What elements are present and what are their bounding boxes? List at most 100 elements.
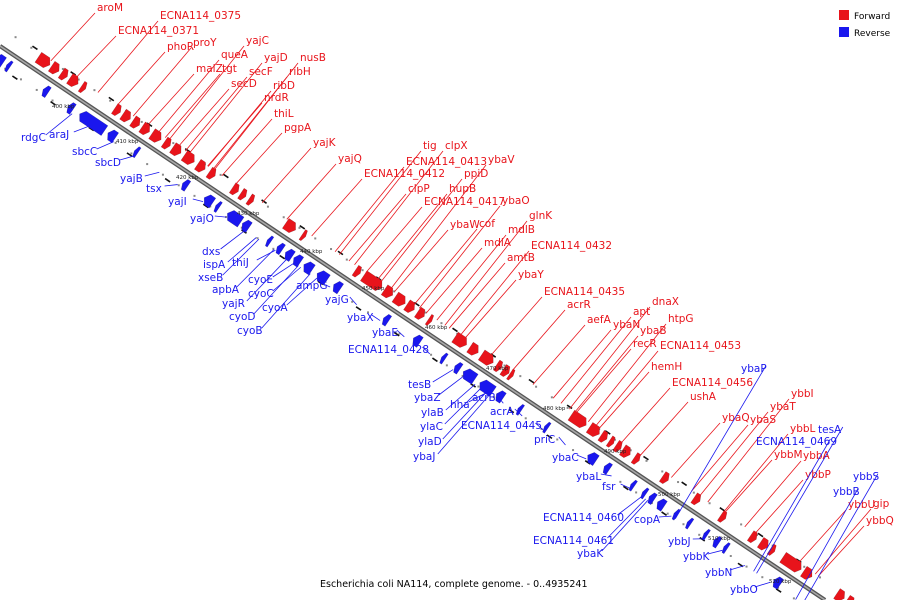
forward-gene-label: recR — [633, 338, 657, 350]
reverse-leader-line — [349, 296, 357, 306]
reverse-leader-line — [558, 436, 566, 446]
forward-gene-label: queA — [221, 49, 249, 61]
forward-gene-label: hemH — [651, 361, 682, 373]
forward-gene — [567, 409, 587, 429]
track-tick — [643, 455, 649, 461]
reverse-gene — [671, 508, 681, 521]
forward-leader-line — [261, 147, 312, 204]
forward-gene — [148, 128, 162, 143]
reverse-gene — [332, 281, 344, 295]
forward-gene-label: htpG — [668, 313, 694, 325]
reverse-leader-line — [607, 498, 647, 539]
reverse-gene-label: ybbO — [730, 584, 758, 596]
tick-label: 520 kbp — [769, 579, 792, 585]
track-dot — [698, 533, 701, 536]
track-dot — [393, 290, 396, 293]
forward-gene-label: clpX — [445, 140, 468, 152]
forward-gene-label: ECNA114_0371 — [118, 25, 199, 37]
track-dot — [93, 89, 96, 92]
track-dot — [351, 300, 354, 303]
forward-gene-label: pgpA — [284, 122, 312, 134]
forward-leader-line — [339, 150, 422, 255]
reverse-leader-line — [246, 258, 288, 302]
reverse-gene — [107, 129, 119, 144]
forward-gene-label: malZ — [196, 63, 223, 75]
reverse-gene — [265, 235, 275, 248]
forward-gene-label: yajK — [313, 137, 337, 149]
forward-gene-label: ECNA114_0456 — [672, 377, 753, 389]
reverse-leader-line — [496, 394, 504, 404]
track-dot — [635, 491, 638, 494]
forward-gene — [630, 452, 641, 465]
forward-leader-line — [575, 348, 632, 414]
track-dot — [677, 481, 680, 484]
reverse-leader-line — [253, 265, 299, 315]
forward-gene-label: gip — [873, 498, 890, 510]
forward-gene-label: ybaY — [518, 269, 544, 281]
forward-gene — [119, 108, 131, 123]
track-dot — [266, 205, 269, 208]
forward-leader-line — [426, 247, 483, 314]
forward-gene — [47, 60, 60, 75]
reverse-gene-label: hha — [450, 399, 470, 411]
reverse-gene — [712, 535, 723, 549]
forward-leader-line — [50, 12, 96, 62]
forward-leader-line — [311, 178, 363, 237]
reverse-leader-line — [422, 346, 431, 355]
forward-gene-label: ECNA114_0375 — [160, 10, 241, 22]
forward-gene — [605, 435, 616, 448]
forward-leader-line — [178, 88, 230, 147]
track-tick — [222, 173, 229, 179]
reverse-gene-label: cyoE — [248, 274, 273, 286]
track-dot — [282, 216, 285, 219]
track-dot — [740, 523, 743, 526]
reverse-gene — [656, 498, 668, 512]
track-tick — [299, 224, 306, 230]
track-dot — [330, 248, 333, 251]
track-tick — [719, 507, 726, 512]
track-dot — [172, 142, 175, 145]
reverse-leader-line — [576, 454, 587, 460]
forward-gene-label: ybaT — [770, 401, 796, 413]
tick-label: 480 kbp — [543, 406, 566, 412]
track-dot — [35, 88, 38, 91]
track-tick — [11, 75, 18, 81]
track-dot — [161, 173, 164, 176]
reverse-leader-line — [214, 215, 227, 218]
forward-leader-line — [354, 150, 444, 266]
forward-gene — [506, 368, 516, 381]
reverse-gene-label: cyoD — [229, 311, 256, 323]
track-dot — [314, 237, 317, 240]
forward-leader-line — [671, 422, 721, 478]
forward-leader-line — [798, 509, 847, 564]
track-dot — [619, 480, 622, 483]
forward-gene-label: acrR — [567, 299, 591, 311]
reverse-gene-label: apbA — [212, 284, 240, 296]
reverse-gene — [66, 102, 77, 115]
reverse-gene-label: thiJ — [232, 257, 249, 269]
reverse-leader-line — [600, 473, 612, 477]
forward-leader-line — [418, 205, 501, 309]
track-dot — [761, 576, 764, 579]
reverse-gene — [628, 479, 638, 492]
track-dot — [424, 311, 427, 314]
reverse-leader-line — [236, 249, 275, 288]
reverse-leader-line — [442, 391, 487, 440]
forward-gene-label: thiL — [274, 108, 294, 120]
reverse-leader-line — [192, 198, 204, 203]
reverse-leader-line — [444, 387, 482, 425]
forward-leader-line — [560, 316, 632, 404]
reverse-gene-label: ybaX — [347, 312, 374, 324]
track-tick — [108, 96, 115, 102]
forward-gene-label: ushA — [690, 391, 717, 403]
reverse-gene-label: ybaJ — [413, 451, 435, 463]
reverse-gene — [275, 242, 286, 256]
forward-gene-label: ybbU — [848, 499, 875, 511]
reverse-leader-line — [674, 365, 767, 519]
forward-gene-label: ybaB — [640, 325, 667, 337]
track-dot — [503, 364, 506, 367]
track-dot — [61, 67, 64, 70]
track-dot — [777, 586, 780, 589]
track-tick — [681, 481, 688, 487]
